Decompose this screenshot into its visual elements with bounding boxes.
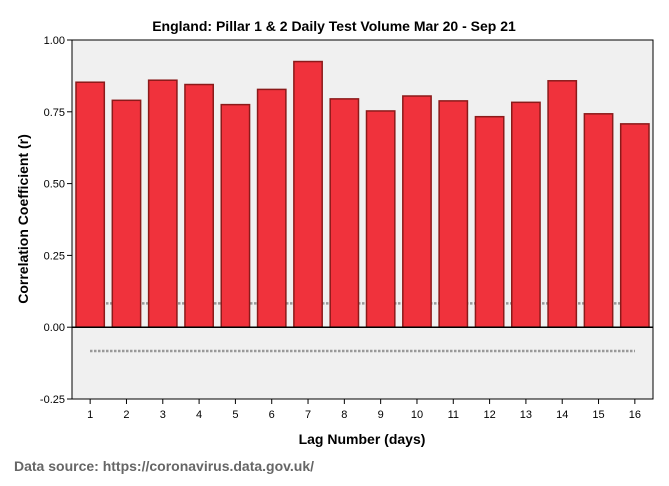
x-tick-label: 15 xyxy=(592,409,604,421)
x-tick-label: 3 xyxy=(160,409,166,421)
x-tick-label: 14 xyxy=(556,409,568,421)
bar-lag-11 xyxy=(438,100,469,328)
bar-lag-4 xyxy=(184,83,215,328)
x-tick-label: 2 xyxy=(123,409,129,421)
x-axis: 1 2 3 4 5 6 7 8 9 10 11 12 13 14 15 16 xyxy=(87,399,641,421)
y-tick-label: -0.25 xyxy=(40,394,65,406)
y-tick-label: 0.25 xyxy=(44,250,65,262)
x-tick-label: 16 xyxy=(629,409,641,421)
confidence-lines xyxy=(90,302,635,353)
y-tick-label: 0.50 xyxy=(44,179,65,191)
bar-lag-14 xyxy=(547,80,578,328)
bar-lag-1 xyxy=(75,81,106,328)
bar-lag-9 xyxy=(365,110,396,328)
chart-title: England: Pillar 1 & 2 Daily Test Volume … xyxy=(152,18,516,34)
x-tick-label: 13 xyxy=(520,409,532,421)
y-tick-label: 0.00 xyxy=(44,322,65,334)
bar-lag-5 xyxy=(220,103,251,328)
x-tick-label: 10 xyxy=(411,409,423,421)
y-tick-label: 1.00 xyxy=(44,35,65,47)
data-source-note: Data source: https://coronavirus.data.go… xyxy=(14,458,315,474)
bar-lag-3 xyxy=(147,79,178,328)
x-tick-label: 8 xyxy=(341,409,347,421)
y-axis-label: Correlation Coefficient (r) xyxy=(15,134,31,304)
bar-lag-13 xyxy=(510,101,541,328)
bar-lag-6 xyxy=(256,88,287,328)
x-tick-label: 12 xyxy=(483,409,495,421)
bar-lag-2 xyxy=(111,99,142,328)
x-axis-label: Lag Number (days) xyxy=(299,431,426,447)
x-tick-label: 7 xyxy=(305,409,311,421)
bar-lag-7 xyxy=(293,60,323,328)
bar-lag-10 xyxy=(402,95,432,328)
x-tick-label: 4 xyxy=(196,409,202,421)
bar-lag-16 xyxy=(619,123,650,328)
bar-lag-15 xyxy=(583,113,614,328)
x-tick-label: 11 xyxy=(448,409,459,421)
y-axis: 1.00 0.75 0.50 0.25 0.00 -0.25 xyxy=(40,35,72,406)
x-tick-label: 6 xyxy=(269,409,275,421)
x-tick-label: 1 xyxy=(87,409,93,421)
bar-lag-12 xyxy=(474,115,505,328)
y-tick-label: 0.75 xyxy=(44,107,65,119)
x-tick-label: 9 xyxy=(378,409,384,421)
bar-lag-8 xyxy=(329,98,360,328)
x-tick-label: 5 xyxy=(232,409,238,421)
